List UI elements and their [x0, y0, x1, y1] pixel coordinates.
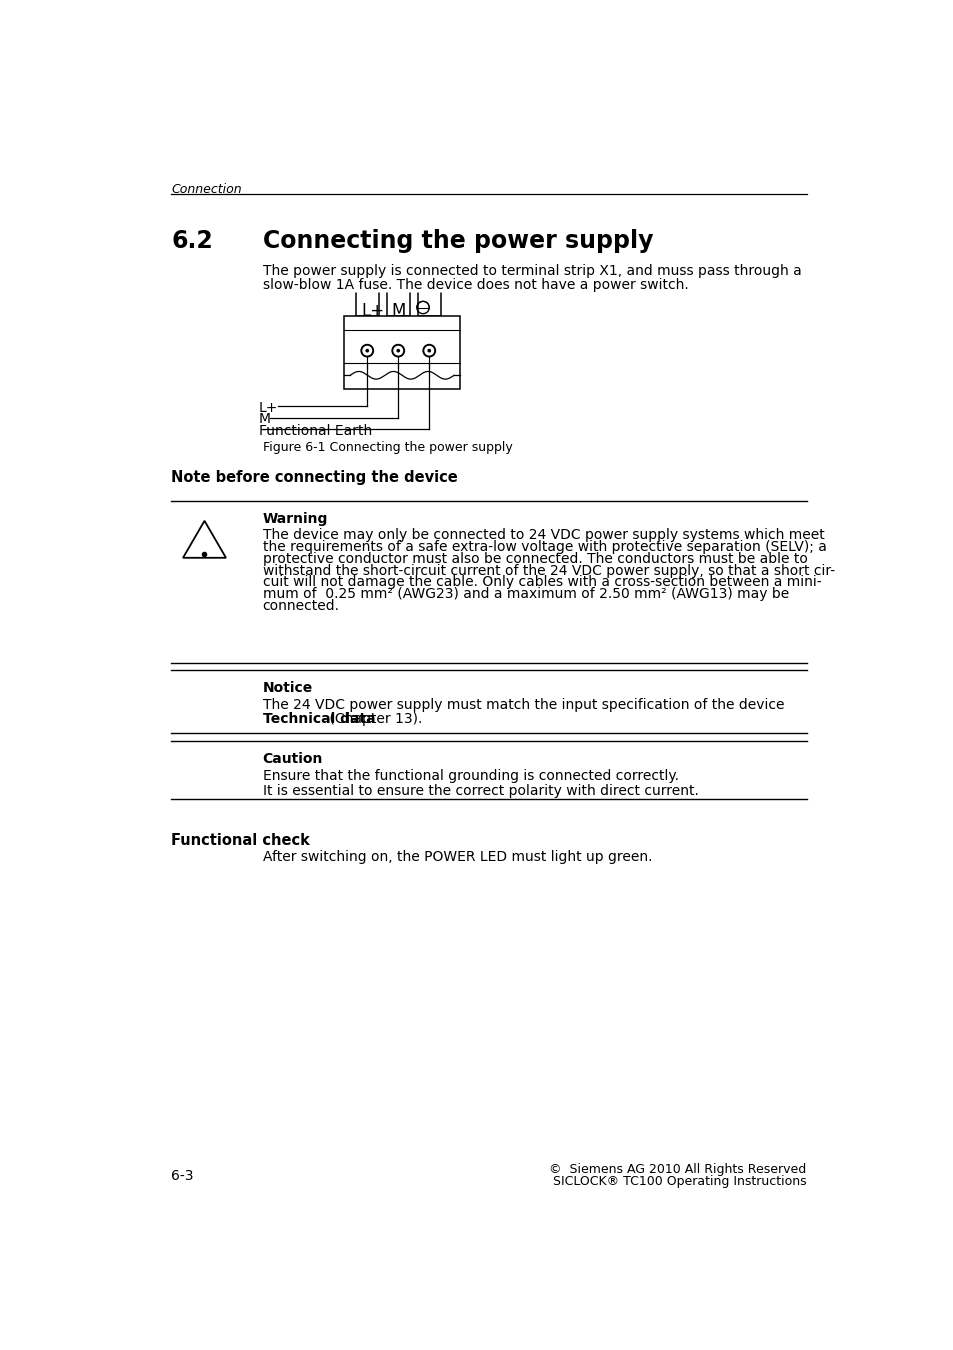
Circle shape — [394, 347, 402, 355]
Bar — [344, 316, 459, 389]
Text: SICLOCK® TC100 Operating Instructions: SICLOCK® TC100 Operating Instructions — [553, 1174, 806, 1188]
Text: connected.: connected. — [262, 599, 339, 613]
Text: Connection: Connection — [171, 182, 241, 196]
Circle shape — [360, 344, 373, 356]
Text: the requirements of a safe extra-low voltage with protective separation (SELV); : the requirements of a safe extra-low vol… — [262, 540, 825, 553]
Text: M: M — [391, 302, 405, 320]
Circle shape — [422, 344, 435, 356]
Text: 6-3: 6-3 — [171, 1169, 193, 1183]
Circle shape — [366, 350, 368, 352]
Circle shape — [428, 350, 430, 352]
Text: It is essential to ensure the correct polarity with direct current.: It is essential to ensure the correct po… — [262, 784, 698, 798]
Text: The device may only be connected to 24 VDC power supply systems which meet: The device may only be connected to 24 V… — [262, 528, 823, 541]
Text: Functional check: Functional check — [171, 833, 310, 848]
Text: Notice: Notice — [262, 680, 313, 695]
Text: The power supply is connected to terminal strip X1, and muss pass through a: The power supply is connected to termina… — [262, 263, 801, 278]
Text: Note before connecting the device: Note before connecting the device — [171, 470, 457, 485]
Text: The 24 VDC power supply must match the input specification of the device: The 24 VDC power supply must match the i… — [262, 698, 783, 711]
Text: !: ! — [199, 533, 210, 554]
Text: mum of  0.25 mm² (AWG23) and a maximum of 2.50 mm² (AWG13) may be: mum of 0.25 mm² (AWG23) and a maximum of… — [262, 587, 788, 602]
Text: withstand the short-circuit current of the 24 VDC power supply, so that a short : withstand the short-circuit current of t… — [262, 563, 834, 578]
Text: 6.2: 6.2 — [171, 230, 213, 252]
Text: (Chapter 13).: (Chapter 13). — [325, 711, 422, 726]
Text: Ensure that the functional grounding is connected correctly.: Ensure that the functional grounding is … — [262, 768, 678, 783]
Text: Functional Earth: Functional Earth — [258, 424, 372, 437]
Text: protective conductor must also be connected. The conductors must be able to: protective conductor must also be connec… — [262, 552, 806, 566]
Text: ©  Siemens AG 2010 All Rights Reserved: © Siemens AG 2010 All Rights Reserved — [549, 1162, 806, 1176]
Text: L+: L+ — [258, 401, 278, 414]
Circle shape — [424, 347, 433, 355]
Polygon shape — [183, 521, 226, 558]
Text: Technical data: Technical data — [262, 711, 375, 726]
Text: Caution: Caution — [262, 752, 323, 765]
Circle shape — [392, 344, 404, 356]
Text: Connecting the power supply: Connecting the power supply — [262, 230, 653, 252]
Text: L+: L+ — [361, 302, 385, 320]
Text: slow-blow 1A fuse. The device does not have a power switch.: slow-blow 1A fuse. The device does not h… — [262, 278, 688, 292]
Circle shape — [362, 347, 371, 355]
Text: Figure 6-1 Connecting the power supply: Figure 6-1 Connecting the power supply — [262, 440, 512, 454]
Text: cuit will not damage the cable. Only cables with a cross-section between a mini-: cuit will not damage the cable. Only cab… — [262, 575, 821, 590]
Text: Warning: Warning — [262, 513, 328, 526]
Circle shape — [396, 350, 399, 352]
Text: After switching on, the POWER LED must light up green.: After switching on, the POWER LED must l… — [262, 850, 652, 864]
Text: M: M — [258, 412, 271, 427]
